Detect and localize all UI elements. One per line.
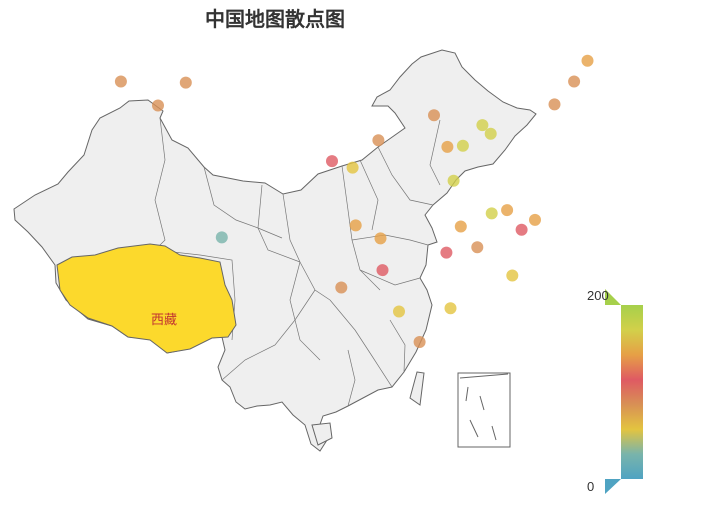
scatter-point[interactable] — [346, 161, 359, 174]
scatter-point[interactable] — [179, 76, 192, 89]
province-border — [359, 159, 379, 231]
province-border — [329, 299, 393, 388]
scatter-point[interactable] — [349, 219, 362, 232]
province-border — [221, 289, 316, 381]
scatter-point[interactable] — [326, 155, 338, 168]
scatter-point[interactable] — [444, 302, 457, 315]
scatter-point[interactable] — [447, 174, 460, 187]
scatter-point[interactable] — [335, 281, 348, 294]
scatter-point[interactable] — [484, 127, 497, 140]
province-border — [351, 234, 429, 246]
scatter-point[interactable] — [440, 246, 453, 259]
scatter-point[interactable] — [454, 220, 467, 233]
scatter-point[interactable] — [506, 269, 519, 282]
visual-map-max-label: 200 — [587, 288, 609, 303]
province-border — [389, 319, 406, 373]
visual-map-min-handle[interactable] — [605, 479, 621, 494]
hainan-island — [311, 422, 333, 446]
scatter-point[interactable] — [376, 264, 389, 277]
scatter-point[interactable] — [581, 54, 594, 67]
scatter-point[interactable] — [485, 207, 498, 220]
scatter-point[interactable] — [413, 336, 426, 348]
scatter-point[interactable] — [501, 204, 514, 217]
scatter-point[interactable] — [476, 119, 489, 132]
province-border — [203, 166, 283, 239]
scatter-point[interactable] — [548, 98, 561, 111]
scatter-point[interactable] — [114, 75, 127, 88]
scatter-point[interactable] — [515, 223, 528, 236]
visual-map[interactable] — [605, 289, 643, 494]
scatter-point[interactable] — [529, 213, 541, 226]
tibet-label: 西藏 — [151, 313, 177, 328]
visual-map-max-handle[interactable] — [605, 289, 621, 305]
province-border — [359, 269, 421, 286]
visual-map-bar[interactable] — [621, 305, 643, 479]
scatter-point[interactable] — [393, 305, 405, 318]
scatter-point[interactable] — [372, 134, 385, 147]
scatter-point[interactable] — [428, 109, 440, 122]
scatter-point[interactable] — [456, 139, 469, 152]
province-border — [429, 119, 441, 186]
tibet-region[interactable] — [56, 243, 237, 354]
scatter-point[interactable] — [441, 140, 454, 153]
province-border — [257, 184, 301, 263]
scatter-point[interactable] — [471, 241, 484, 254]
scatter-point[interactable] — [215, 231, 228, 244]
scatter-point[interactable] — [568, 75, 581, 88]
south-china-sea-inset — [457, 372, 511, 448]
scatter-point[interactable] — [374, 232, 387, 245]
visual-map-min-label: 0 — [587, 479, 595, 494]
province-border — [347, 349, 356, 407]
scatter-point[interactable] — [152, 99, 164, 112]
chart-title: 中国地图散点图 — [205, 7, 345, 31]
taiwan-island — [409, 371, 425, 406]
province-border — [154, 117, 166, 251]
province-border — [377, 146, 434, 206]
